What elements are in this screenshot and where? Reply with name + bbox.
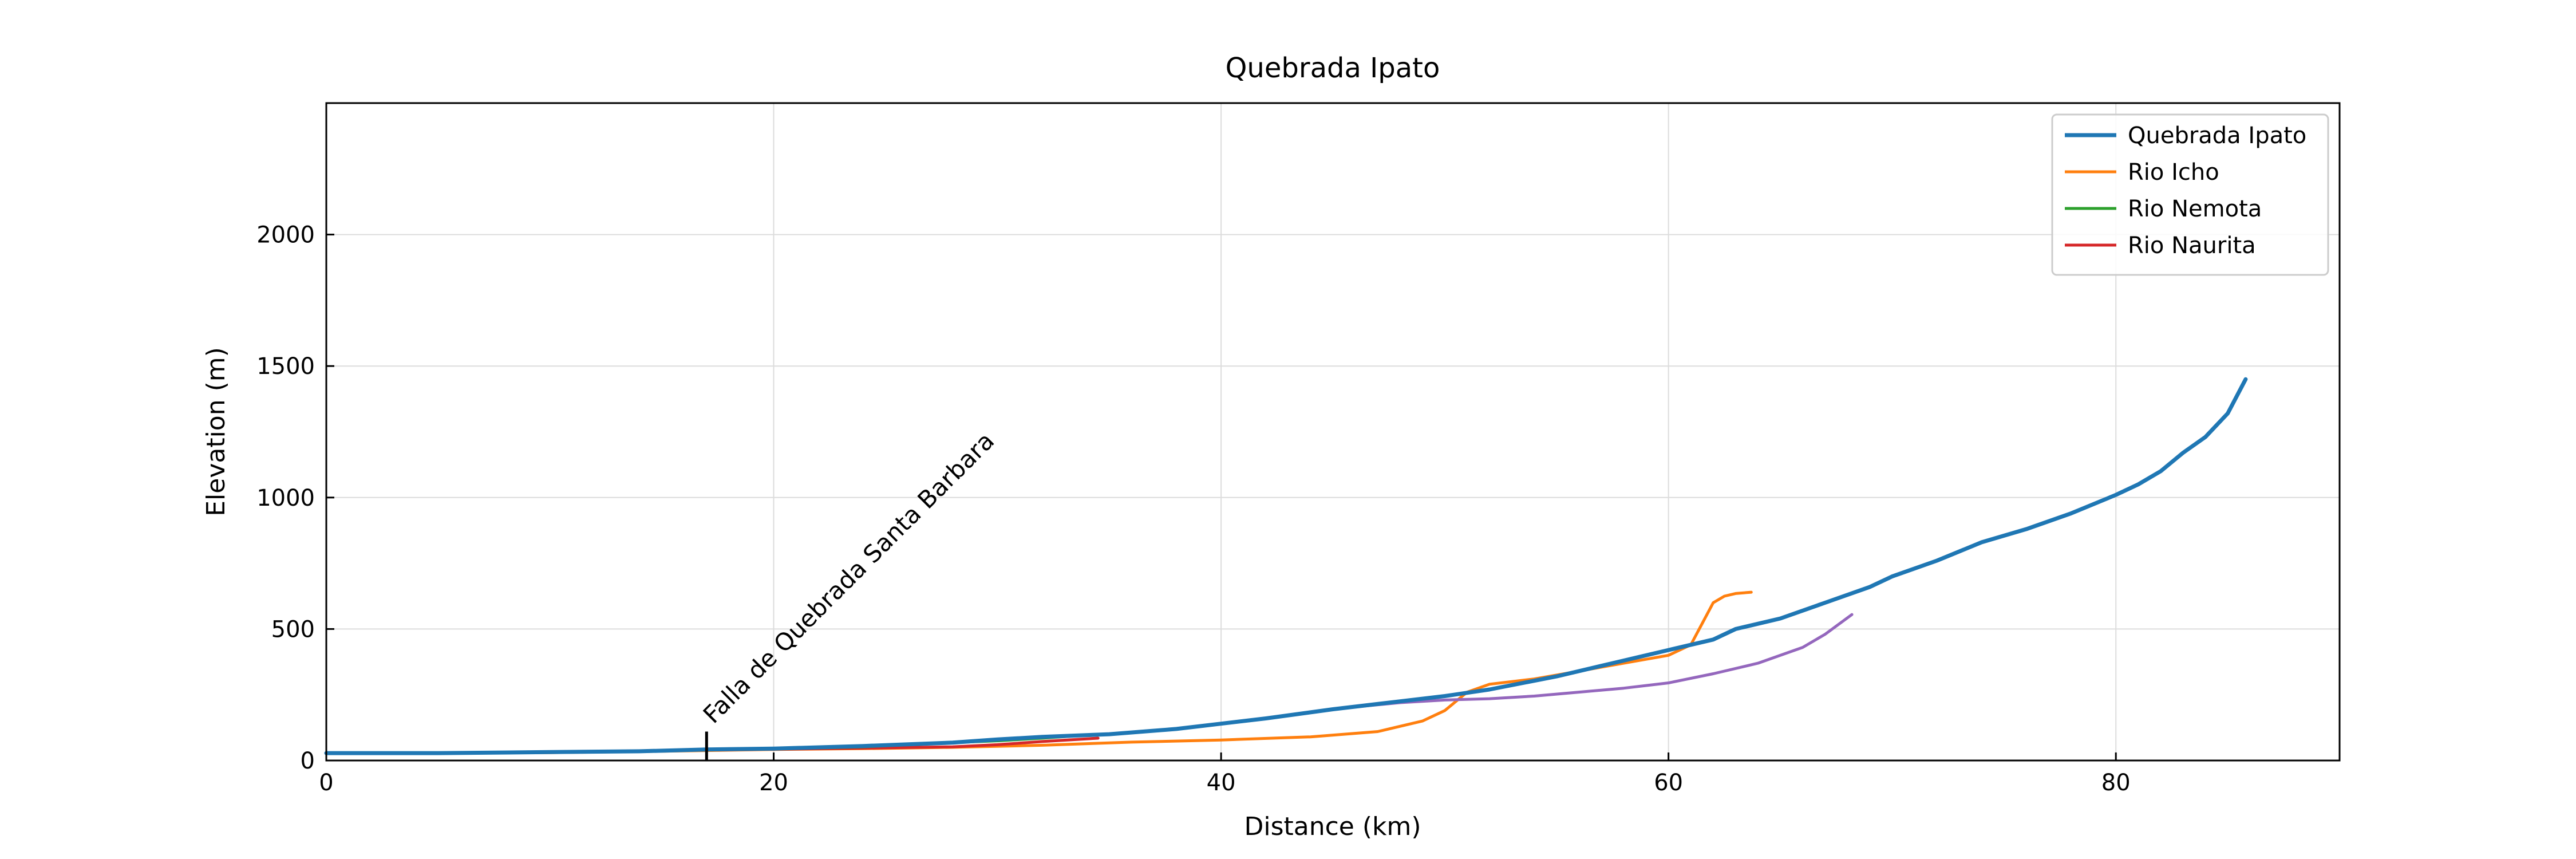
y-tick-label-500: 500 [271, 616, 315, 643]
chart-title: Quebrada Ipato [1226, 52, 1440, 84]
series-line-unlabeled-4 [1342, 613, 1854, 710]
x-tick-label-0: 0 [319, 770, 333, 796]
y-tick-label-0: 0 [301, 748, 315, 774]
legend-label-0: Quebrada Ipato [2128, 123, 2306, 149]
plot-frame [325, 102, 2341, 762]
x-axis-label: Distance (km) [1244, 812, 1421, 841]
series-line-quebrada-ipato [324, 377, 2248, 755]
y-tick-label-1500: 1500 [256, 353, 315, 380]
legend: Quebrada Ipato Rio Icho Rio Nemota Rio Naur… [2051, 113, 2329, 276]
legend-label-3: Rio Naurita [2128, 233, 2256, 259]
legend-label-2: Rio Nemota [2128, 196, 2262, 222]
x-tick-label-20: 20 [759, 770, 788, 796]
x-tick-label-60: 60 [1654, 770, 1683, 796]
legend-box [2051, 113, 2329, 276]
legend-label-1: Rio Icho [2128, 159, 2219, 186]
grid-lines [326, 103, 2340, 761]
y-axis-label: Elevation (m) [202, 347, 231, 517]
y-tick-label-2000: 2000 [256, 222, 315, 249]
x-tick-label-80: 80 [2101, 770, 2131, 796]
plot-series-group [324, 377, 2248, 755]
y-tick-label-1000: 1000 [256, 485, 315, 511]
axis-ticks: 0 20 40 60 80 0 500 1000 1500 2000 [256, 222, 2130, 796]
x-tick-label-40: 40 [1207, 770, 1236, 796]
